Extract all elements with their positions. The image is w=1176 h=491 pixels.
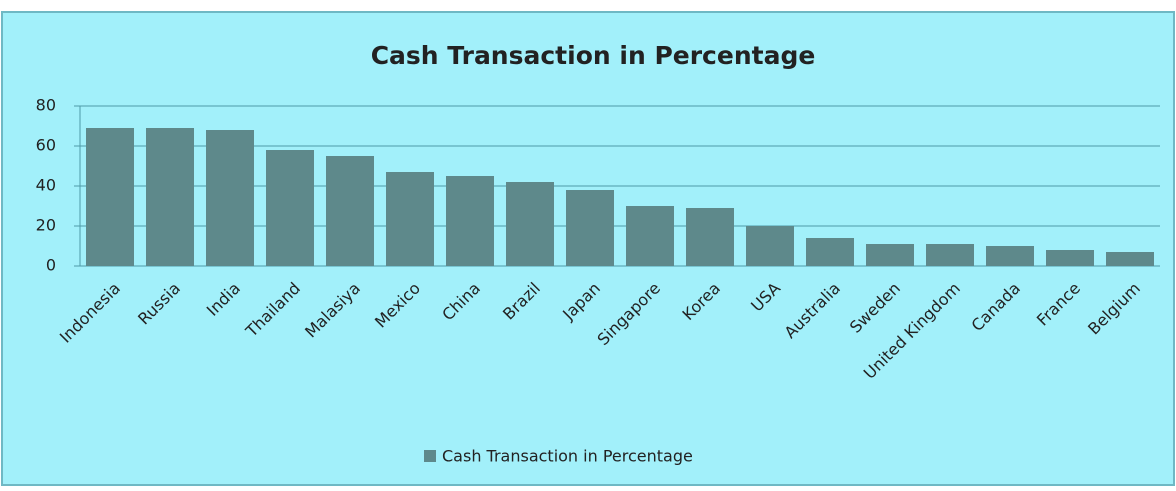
bar	[386, 172, 434, 266]
bar	[1046, 250, 1094, 266]
legend-label: Cash Transaction in Percentage	[442, 447, 693, 466]
bar	[86, 128, 134, 266]
bar	[266, 150, 314, 266]
bar	[626, 206, 674, 266]
bar	[206, 130, 254, 266]
y-tick-label: 0	[46, 256, 56, 275]
y-tick-label: 40	[36, 176, 56, 195]
legend-swatch	[424, 450, 436, 462]
bar	[446, 176, 494, 266]
bar	[146, 128, 194, 266]
y-tick-label: 20	[36, 216, 56, 235]
bar	[566, 190, 614, 266]
y-tick-label: 60	[36, 136, 56, 155]
bar	[926, 244, 974, 266]
bar	[746, 226, 794, 266]
y-tick-label: 80	[36, 96, 56, 115]
bar	[1106, 252, 1154, 266]
bar	[986, 246, 1034, 266]
bar	[806, 238, 854, 266]
bar	[506, 182, 554, 266]
bar	[866, 244, 914, 266]
bar	[686, 208, 734, 266]
bar	[326, 156, 374, 266]
chart-title: Cash Transaction in Percentage	[371, 41, 816, 70]
